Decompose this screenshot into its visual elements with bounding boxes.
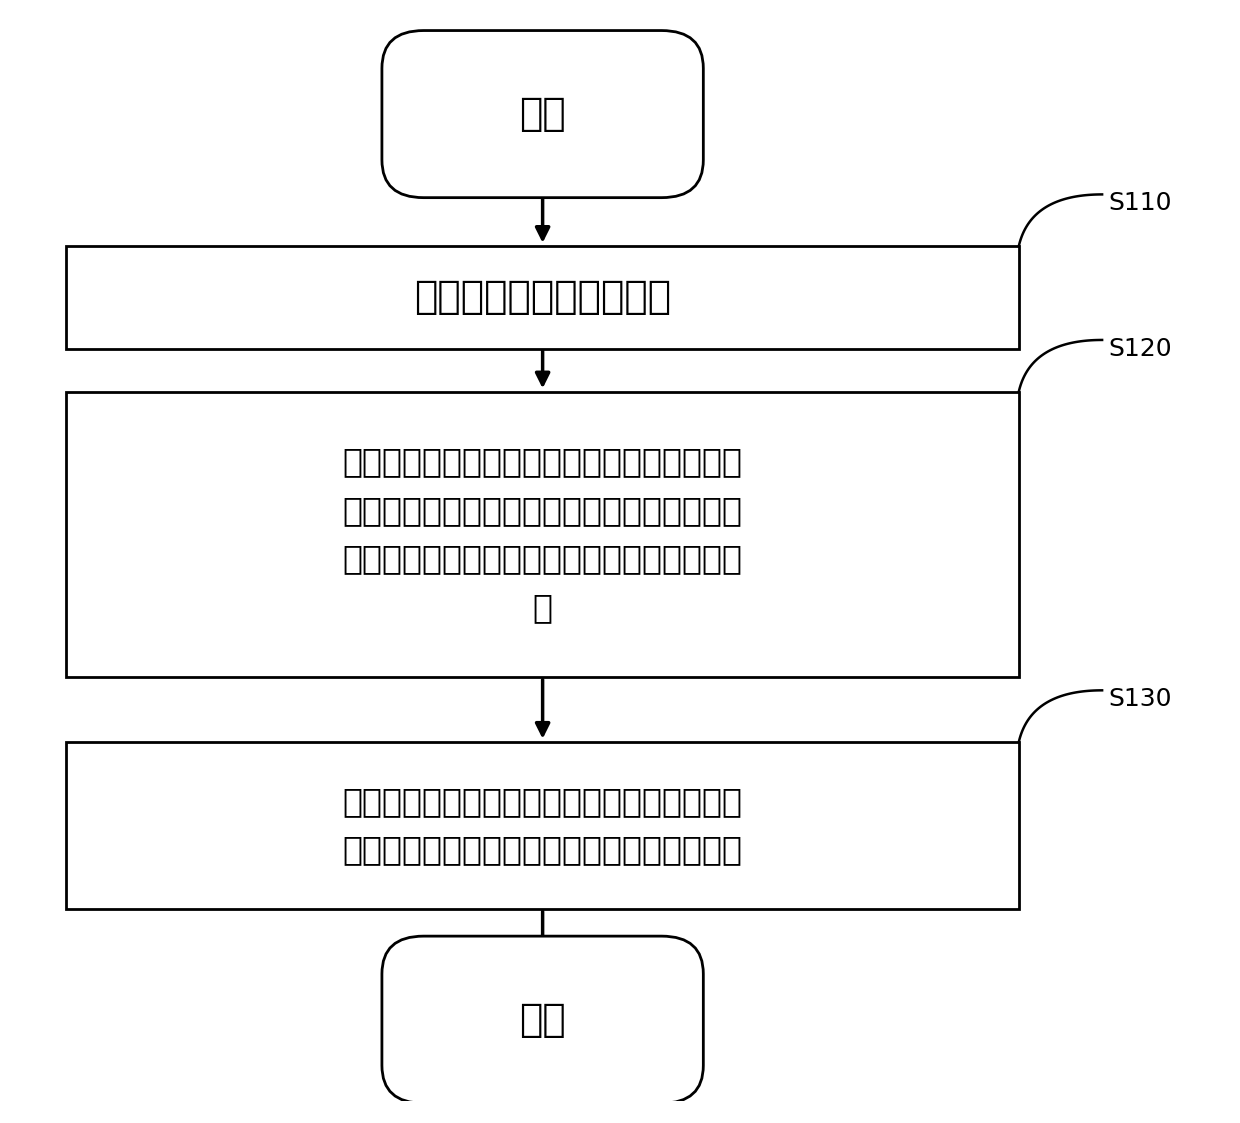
Bar (67, 392, 1019, 677)
FancyBboxPatch shape (382, 937, 703, 1103)
Text: 获取交通历史客流量数据: 获取交通历史客流量数据 (414, 279, 671, 317)
Text: 结束: 结束 (520, 1001, 565, 1039)
Text: 开始: 开始 (520, 95, 565, 134)
Text: S110: S110 (1109, 191, 1172, 214)
Text: S120: S120 (1109, 337, 1172, 360)
Bar (67, 742, 1019, 910)
FancyBboxPatch shape (382, 30, 703, 198)
Text: S130: S130 (1109, 687, 1172, 711)
Text: 根据所述交通历史客流量数据对目标站点在预
计日期的预计时间段内的预期客流量进行分析
，获得预计时间段内目标站点的客流量预测结
果: 根据所述交通历史客流量数据对目标站点在预 计日期的预计时间段内的预期客流量进行分… (342, 445, 743, 624)
Bar (67, 246, 1019, 348)
Text: 根据所述客流量预测结果选择对应的预设疏散
方案或定制特定疏散方案，以对客流进行疏散: 根据所述客流量预测结果选择对应的预设疏散 方案或定制特定疏散方案，以对客流进行疏… (342, 785, 743, 867)
